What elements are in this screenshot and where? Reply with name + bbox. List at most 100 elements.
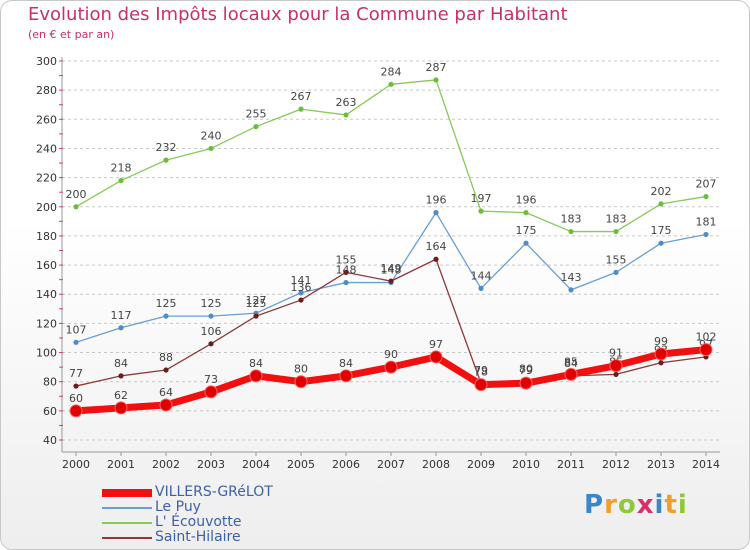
x-tick-label: 2014 bbox=[692, 458, 720, 471]
logo-letter: i bbox=[677, 490, 688, 520]
data-label: 175 bbox=[516, 224, 537, 237]
data-point bbox=[654, 347, 668, 361]
data-label: 102 bbox=[696, 331, 717, 344]
x-tick-label: 2009 bbox=[467, 458, 495, 471]
y-tick-label: 240 bbox=[36, 142, 57, 155]
data-point bbox=[568, 287, 574, 293]
data-label: 155 bbox=[336, 253, 357, 266]
data-label: 85 bbox=[564, 355, 578, 368]
x-tick-label: 2003 bbox=[197, 458, 225, 471]
data-label: 175 bbox=[651, 224, 672, 237]
data-point bbox=[253, 123, 259, 130]
y-tick-label: 40 bbox=[43, 434, 57, 447]
data-point bbox=[388, 278, 394, 284]
data-point bbox=[208, 313, 214, 319]
data-label: 117 bbox=[111, 309, 132, 322]
data-label: 196 bbox=[516, 194, 537, 207]
data-label: 88 bbox=[159, 351, 173, 364]
data-label: 84 bbox=[249, 357, 263, 370]
y-tick-label: 120 bbox=[36, 317, 57, 330]
data-label: 99 bbox=[654, 335, 668, 348]
data-point bbox=[523, 210, 529, 216]
data-point bbox=[433, 77, 439, 83]
data-point bbox=[658, 240, 664, 246]
data-label: 284 bbox=[381, 65, 402, 78]
logo-letter: r bbox=[604, 490, 618, 520]
proxiti-logo: Proxiti bbox=[584, 490, 688, 520]
data-label: 141 bbox=[291, 274, 312, 287]
data-label: 79 bbox=[519, 364, 533, 377]
y-tick-label: 200 bbox=[36, 201, 57, 214]
data-point bbox=[564, 367, 578, 381]
data-label: 183 bbox=[561, 213, 582, 226]
x-tick-label: 2002 bbox=[152, 458, 180, 471]
data-point bbox=[478, 208, 484, 214]
data-label: 91 bbox=[609, 347, 623, 360]
y-tick-label: 60 bbox=[43, 405, 57, 418]
data-point bbox=[294, 375, 308, 389]
data-label: 200 bbox=[66, 188, 87, 201]
data-point bbox=[703, 193, 709, 200]
data-label: 84 bbox=[339, 357, 353, 370]
data-point bbox=[339, 369, 353, 383]
data-label: 78 bbox=[474, 366, 488, 379]
x-tick-label: 2000 bbox=[62, 458, 90, 471]
logo-letter: i bbox=[654, 490, 665, 520]
data-point bbox=[609, 359, 623, 373]
legend-swatch bbox=[102, 507, 152, 509]
data-label: 181 bbox=[696, 215, 717, 228]
data-label: 148 bbox=[381, 264, 402, 277]
data-label: 164 bbox=[426, 240, 447, 253]
data-label: 84 bbox=[114, 357, 128, 370]
x-tick-label: 2008 bbox=[422, 458, 450, 471]
data-label: 80 bbox=[294, 363, 308, 376]
data-point bbox=[118, 325, 124, 331]
data-label: 287 bbox=[426, 61, 447, 74]
data-point bbox=[429, 350, 443, 364]
x-tick-label: 2004 bbox=[242, 458, 270, 471]
data-point bbox=[343, 269, 349, 275]
data-label: 64 bbox=[159, 386, 173, 399]
data-point bbox=[433, 210, 439, 216]
data-label: 196 bbox=[426, 194, 447, 207]
y-tick-label: 80 bbox=[43, 376, 57, 389]
legend-label: VILLERS-GRéLOT bbox=[155, 484, 273, 500]
y-tick-label: 180 bbox=[36, 230, 57, 243]
data-label: 106 bbox=[201, 325, 222, 338]
data-label: 155 bbox=[606, 253, 627, 266]
data-point bbox=[208, 341, 214, 347]
y-tick-label: 160 bbox=[36, 259, 57, 272]
logo-letter: P bbox=[584, 490, 605, 520]
data-label: 125 bbox=[246, 297, 267, 310]
data-label: 136 bbox=[291, 281, 312, 294]
y-tick-label: 260 bbox=[36, 113, 57, 126]
data-point bbox=[343, 112, 349, 118]
data-point bbox=[253, 313, 259, 319]
legend-label: Le Puy bbox=[155, 499, 201, 515]
x-tick-label: 2001 bbox=[107, 458, 135, 471]
data-point bbox=[114, 401, 128, 415]
data-label: 97 bbox=[429, 338, 443, 351]
y-tick-label: 300 bbox=[36, 55, 57, 68]
data-label: 77 bbox=[69, 367, 83, 380]
y-tick-label: 280 bbox=[36, 84, 57, 97]
data-label: 62 bbox=[114, 389, 128, 402]
series-line bbox=[75, 79, 707, 233]
data-point bbox=[523, 240, 529, 246]
legend-swatch bbox=[102, 522, 152, 524]
data-point bbox=[658, 201, 664, 207]
y-tick-label: 140 bbox=[36, 288, 57, 301]
data-point bbox=[613, 228, 619, 235]
data-label: 232 bbox=[156, 141, 177, 154]
x-tick-label: 2005 bbox=[287, 458, 315, 471]
data-label: 79 bbox=[474, 364, 488, 377]
logo-letter: o bbox=[617, 490, 637, 520]
x-tick-label: 2012 bbox=[602, 458, 630, 471]
data-label: 202 bbox=[651, 185, 672, 198]
x-tick-label: 2013 bbox=[647, 458, 675, 471]
legend-label: L' Écouvotte bbox=[155, 514, 242, 530]
data-label: 143 bbox=[561, 271, 582, 284]
data-label: 80 bbox=[519, 363, 533, 376]
data-point bbox=[478, 285, 484, 291]
